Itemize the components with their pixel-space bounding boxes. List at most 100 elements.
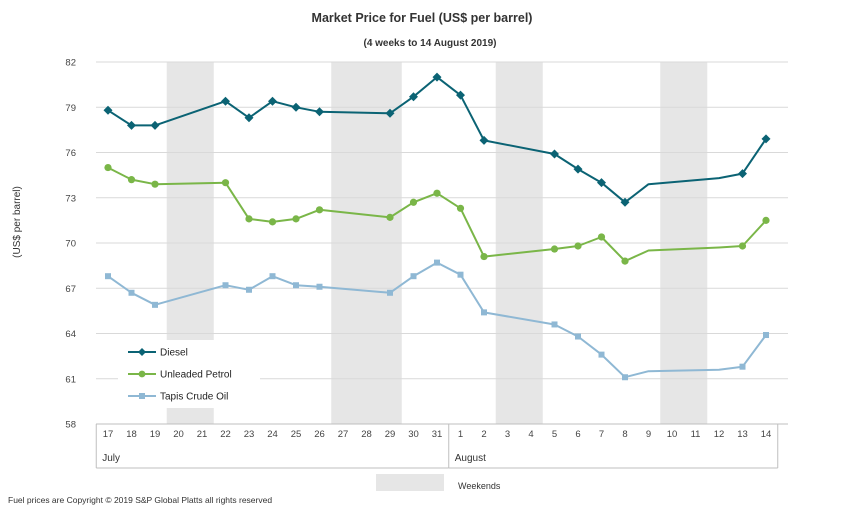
x-tick-label: 21 (197, 429, 208, 440)
data-point (221, 96, 230, 106)
month-label: July (102, 453, 120, 464)
data-point (268, 218, 277, 226)
legend-marker (138, 348, 146, 356)
x-tick-label: 13 (737, 429, 748, 440)
x-tick-label: 18 (126, 429, 137, 440)
data-point (550, 149, 559, 159)
data-point (222, 282, 229, 289)
data-point (221, 179, 230, 187)
data-point (598, 351, 605, 358)
data-point (387, 289, 393, 296)
data-point (268, 96, 277, 106)
y-tick-label: 67 (65, 284, 76, 295)
data-point (481, 309, 487, 316)
data-point (315, 206, 324, 214)
data-point (622, 374, 628, 381)
data-point (151, 180, 159, 188)
chart-title: Market Price for Fuel (US$ per barrel) (312, 11, 533, 25)
month-label: August (455, 453, 486, 464)
x-tick-label: 17 (103, 429, 114, 440)
weekend-legend-label: Weekends (458, 481, 501, 491)
x-tick-label: 27 (338, 429, 349, 440)
legend: Diesel Unleaded Petrol Tapis Crude Oil (118, 340, 260, 408)
y-tick-label: 73 (65, 193, 76, 204)
x-tick-label: 11 (691, 429, 701, 440)
data-point (152, 301, 158, 308)
data-point (761, 134, 771, 144)
y-tick-label: 58 (65, 420, 76, 431)
x-tick-label: 7 (599, 429, 604, 440)
data-point (409, 198, 418, 206)
y-tick-label: 79 (65, 103, 76, 114)
x-tick-label: 4 (528, 429, 533, 440)
data-point (127, 176, 136, 184)
data-point (573, 164, 583, 174)
data-point (551, 321, 558, 328)
x-tick-label: 5 (552, 429, 557, 440)
data-point (621, 257, 629, 265)
x-tick-label: 1 (458, 429, 463, 440)
data-point (763, 332, 769, 339)
data-point (127, 120, 136, 130)
data-point (409, 92, 418, 102)
x-tick-label: 28 (361, 429, 372, 440)
x-tick-label: 6 (575, 429, 580, 440)
data-point (479, 135, 489, 145)
data-point (293, 282, 299, 289)
x-tick-label: 20 (173, 429, 184, 440)
data-point (432, 72, 442, 82)
y-tick-label: 61 (65, 374, 76, 385)
legend-marker (138, 370, 146, 378)
data-point (291, 102, 301, 112)
x-axis: 17 18 19 20 21 22 23 24 25 26 27 28 29 30 31 1 2 3 4 5 6 7 8 9 1… (95, 423, 788, 469)
data-point (456, 90, 465, 100)
data-point (246, 286, 252, 293)
data-point (550, 245, 559, 253)
x-tick-label: 3 (505, 429, 510, 440)
y-axis-label: (US$ per barrel) (12, 186, 23, 258)
data-point (104, 163, 112, 172)
data-point (574, 242, 582, 250)
x-tick-label: 29 (385, 429, 396, 440)
legend-marker (139, 393, 145, 399)
x-tick-label: 10 (667, 429, 678, 440)
x-tick-label: 24 (267, 429, 278, 440)
data-point (386, 213, 394, 221)
data-point (150, 120, 160, 130)
x-tick-label: 26 (314, 429, 325, 440)
y-tick-label: 64 (65, 329, 76, 340)
data-point (128, 289, 135, 296)
x-tick-label: 23 (244, 429, 255, 440)
x-tick-label: 2 (481, 429, 486, 440)
chart-subtitle: (4 weeks to 14 August 2019) (363, 38, 496, 49)
legend-label: Diesel (160, 348, 188, 359)
data-point (738, 169, 747, 179)
legend-label: Tapis Crude Oil (160, 392, 228, 403)
y-axis-ticks: 58 61 64 67 70 73 76 79 82 (65, 58, 76, 431)
x-tick-label: 31 (432, 429, 443, 440)
weekend-legend-swatch (376, 474, 444, 491)
data-point (315, 107, 324, 117)
data-point (738, 242, 747, 250)
data-point (575, 333, 581, 340)
x-tick-label: 12 (714, 429, 725, 440)
copyright-footer: Fuel prices are Copyright © 2019 S&P Glo… (8, 495, 272, 505)
data-point (434, 259, 440, 266)
x-tick-label: 25 (291, 429, 302, 440)
x-tick-label: 19 (150, 429, 161, 440)
data-point (597, 178, 606, 188)
y-tick-label: 76 (65, 148, 76, 159)
data-point (244, 113, 254, 123)
data-point (457, 271, 464, 278)
series-markers (103, 72, 771, 381)
x-tick-label: 22 (220, 429, 231, 440)
data-point (620, 197, 630, 207)
y-tick-label: 70 (65, 239, 76, 250)
x-tick-label: 30 (408, 429, 419, 440)
data-point (385, 108, 395, 118)
legend-label: Unleaded Petrol (160, 370, 232, 381)
x-tick-label: 9 (646, 429, 651, 440)
data-point (739, 363, 746, 370)
data-point (480, 252, 488, 261)
data-point (433, 189, 441, 197)
